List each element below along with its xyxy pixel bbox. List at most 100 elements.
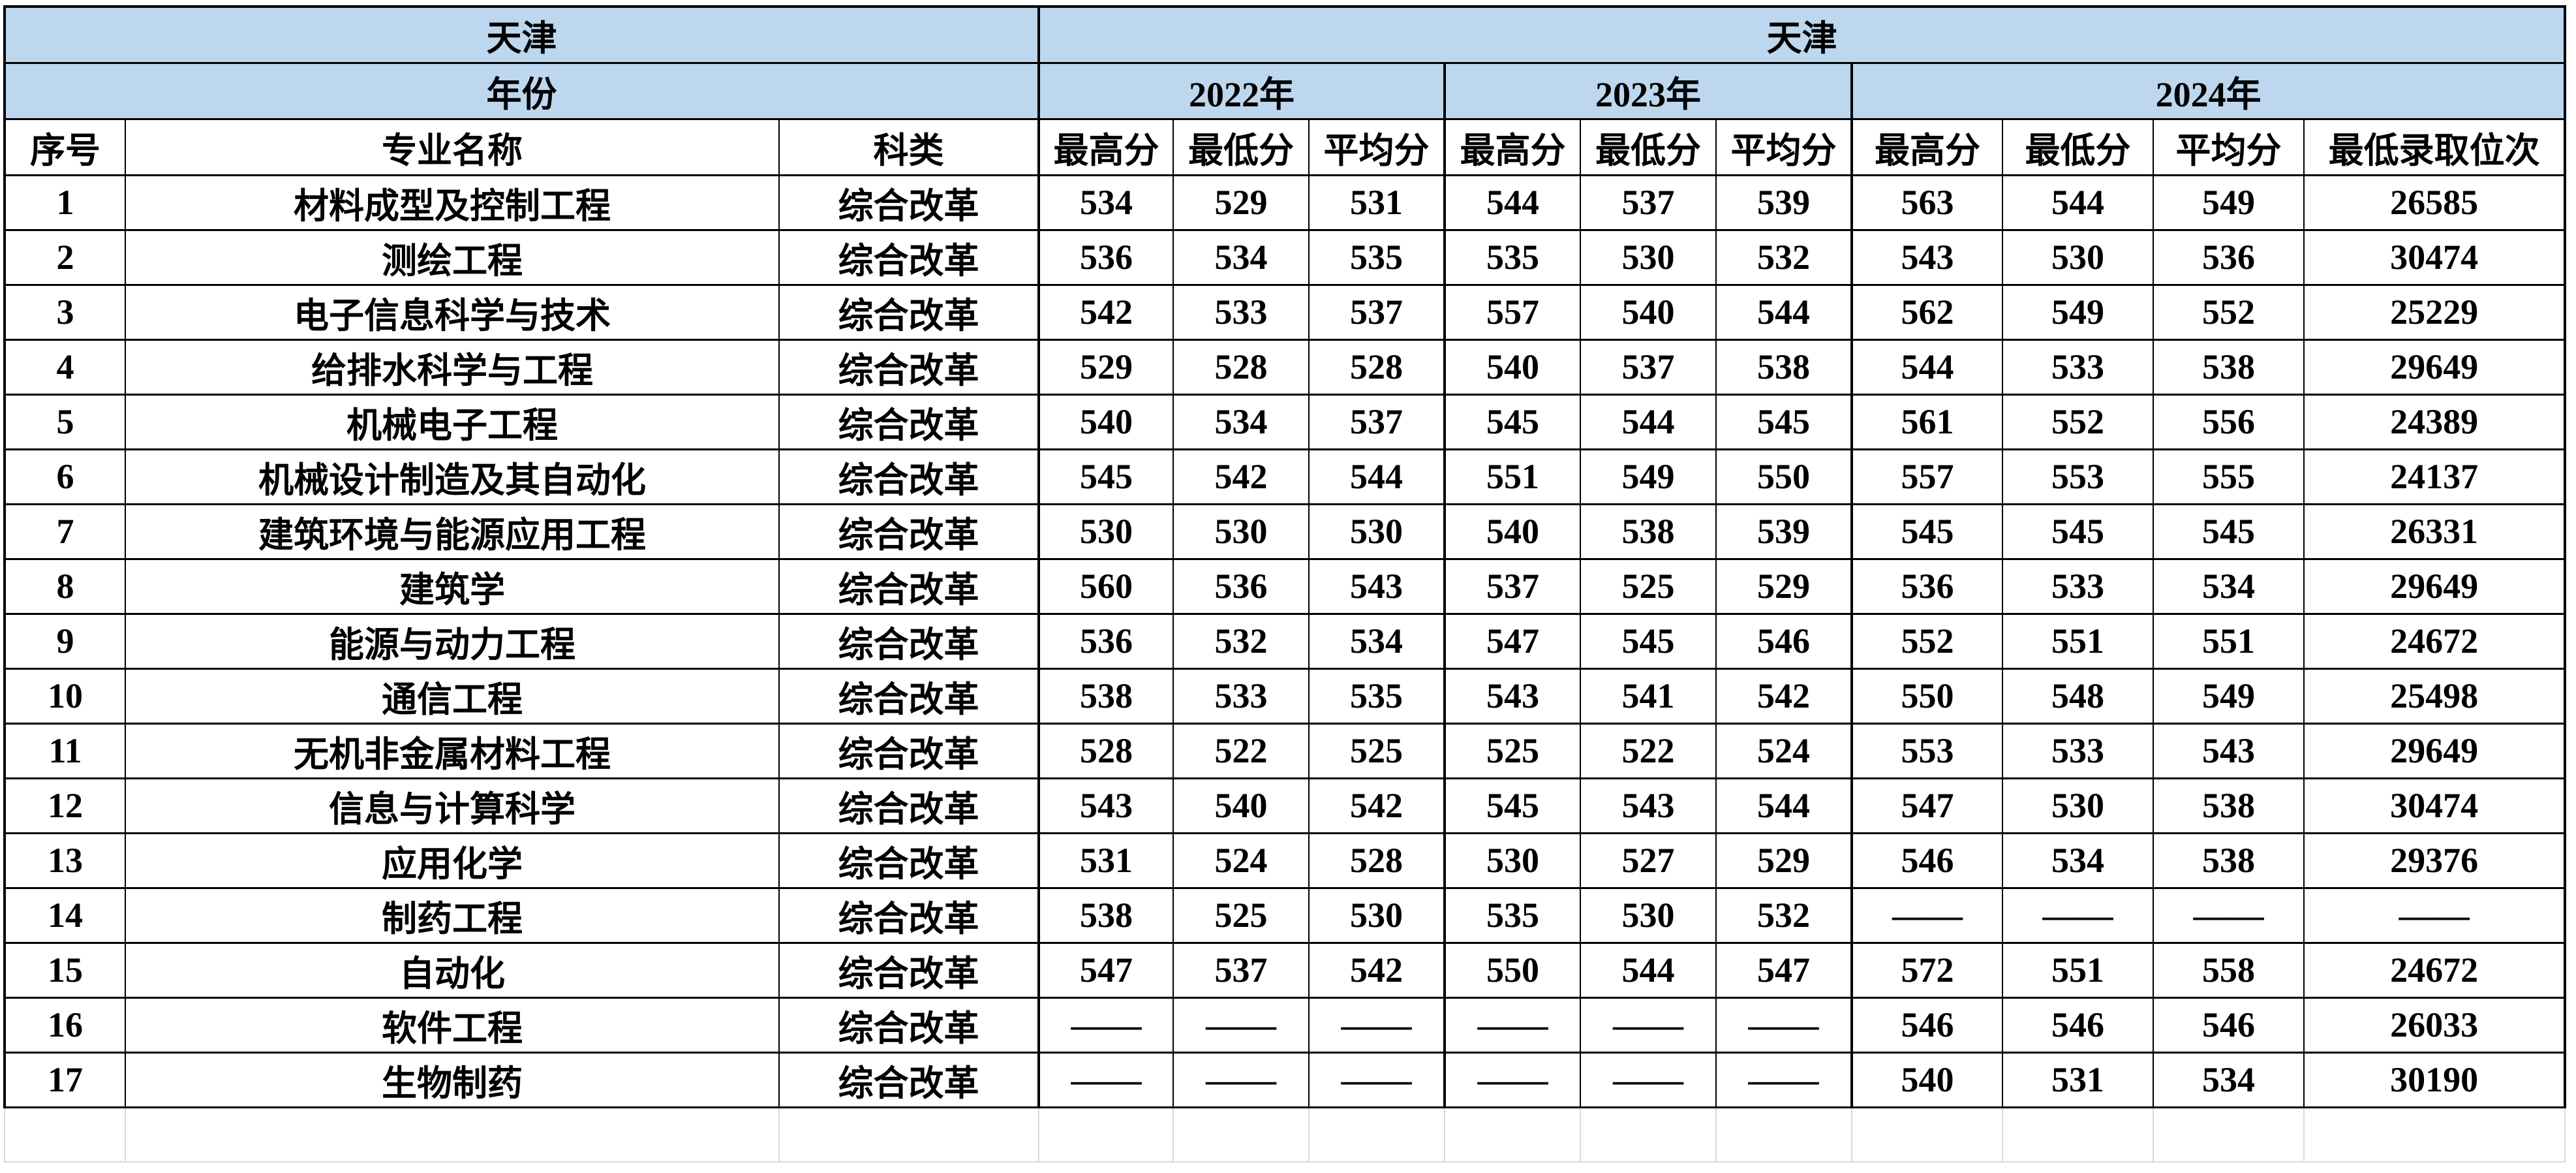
score-2024-min-cell: 544 bbox=[2002, 174, 2154, 230]
subject-category-cell: 综合改革 bbox=[778, 996, 1039, 1052]
avg-2024-col-header: 平均分 bbox=[2153, 117, 2305, 175]
rank-2024-cell: 30474 bbox=[2303, 228, 2567, 285]
score-2022-avg-cell: 537 bbox=[1308, 393, 1445, 449]
rank-2024-cell: 30474 bbox=[2303, 777, 2567, 833]
major-name-cell: 生物制药 bbox=[125, 1051, 779, 1108]
rank-2024-cell: 25229 bbox=[2303, 283, 2567, 339]
score-2022-max-cell: 529 bbox=[1037, 338, 1174, 394]
score-2023-min-cell: —— bbox=[1580, 1051, 1717, 1108]
rank-2024-col-header: 最低录取位次 bbox=[2303, 117, 2567, 175]
score-2024-avg-cell: 545 bbox=[2153, 503, 2305, 559]
region-header-right: 天津 bbox=[1037, 5, 2567, 63]
score-2022-min-cell: —— bbox=[1173, 1051, 1310, 1108]
score-2022-avg-cell: —— bbox=[1308, 1051, 1445, 1108]
score-2023-max-cell: —— bbox=[1443, 1051, 1581, 1108]
score-2024-avg-cell: 534 bbox=[2153, 1051, 2305, 1108]
score-2024-max-cell: 572 bbox=[1850, 941, 2003, 997]
score-2022-max-cell: 560 bbox=[1037, 557, 1174, 614]
score-2022-min-cell: 532 bbox=[1173, 612, 1310, 668]
score-2024-max-cell: 536 bbox=[1850, 557, 2003, 614]
subject-category-cell: 综合改革 bbox=[778, 557, 1039, 614]
subject-category-cell: 综合改革 bbox=[778, 612, 1039, 668]
score-2023-avg-cell: 542 bbox=[1715, 667, 1852, 723]
region-header-row: 天津 天津 bbox=[3, 5, 2567, 63]
major-name-cell: 自动化 bbox=[125, 941, 779, 997]
score-2024-min-cell: 533 bbox=[2002, 722, 2154, 778]
score-2022-avg-cell: 537 bbox=[1308, 283, 1445, 339]
score-2023-avg-cell: —— bbox=[1715, 1051, 1852, 1108]
score-2023-min-cell: 540 bbox=[1580, 283, 1717, 339]
year-2023-cell: 2023年 bbox=[1443, 61, 1852, 119]
score-2022-max-cell: 545 bbox=[1037, 448, 1174, 504]
major-name-cell: 材料成型及控制工程 bbox=[125, 174, 779, 230]
score-2024-avg-cell: 538 bbox=[2153, 832, 2305, 888]
score-2022-min-cell: 525 bbox=[1173, 886, 1310, 943]
empty-cell bbox=[2153, 1107, 2305, 1163]
score-2022-min-cell: 530 bbox=[1173, 503, 1310, 559]
table-row: 7 建筑环境与能源应用工程 综合改革 530 530 530 540 538 539 545 545… bbox=[3, 503, 2567, 559]
major-name-cell: 给排水科学与工程 bbox=[125, 338, 779, 394]
score-2024-max-cell: 540 bbox=[1850, 1051, 2003, 1108]
subject-category-cell: 综合改革 bbox=[778, 503, 1039, 559]
score-2024-avg-cell: 538 bbox=[2153, 777, 2305, 833]
score-2022-avg-cell: 534 bbox=[1308, 612, 1445, 668]
score-2024-avg-cell: 549 bbox=[2153, 667, 2305, 723]
score-2023-min-cell: 538 bbox=[1580, 503, 1717, 559]
score-2022-min-cell: 542 bbox=[1173, 448, 1310, 504]
score-2024-avg-cell: 549 bbox=[2153, 174, 2305, 230]
score-2024-min-cell: 551 bbox=[2002, 612, 2154, 668]
max-2023-col-header: 最高分 bbox=[1443, 117, 1581, 175]
score-2024-max-cell: 546 bbox=[1850, 832, 2003, 888]
major-name-cell: 建筑学 bbox=[125, 557, 779, 614]
score-2023-avg-cell: 544 bbox=[1715, 777, 1852, 833]
rank-2024-cell: 24672 bbox=[2303, 941, 2567, 997]
score-2024-max-cell: 557 bbox=[1850, 448, 2003, 504]
rank-2024-cell: 24137 bbox=[2303, 448, 2567, 504]
table-body: 1 材料成型及控制工程 综合改革 534 529 531 544 537 539 563 544 54… bbox=[3, 174, 2567, 1163]
empty-row bbox=[4, 1107, 2566, 1163]
score-2022-min-cell: 534 bbox=[1173, 228, 1310, 285]
score-2023-avg-cell: —— bbox=[1715, 996, 1852, 1052]
score-2023-min-cell: 537 bbox=[1580, 338, 1717, 394]
row-index-cell: 13 bbox=[3, 832, 125, 888]
score-2022-min-cell: 524 bbox=[1173, 832, 1310, 888]
score-2024-max-cell: —— bbox=[1850, 886, 2003, 943]
major-name-cell: 能源与动力工程 bbox=[125, 612, 779, 668]
rank-2024-cell: 24389 bbox=[2303, 393, 2567, 449]
score-2023-min-cell: 543 bbox=[1580, 777, 1717, 833]
score-2024-max-cell: 543 bbox=[1850, 228, 2003, 285]
table-row: 6 机械设计制造及其自动化 综合改革 545 542 544 551 549 550 557 553… bbox=[3, 448, 2567, 504]
index-col-header: 序号 bbox=[3, 117, 125, 175]
score-2024-max-cell: 550 bbox=[1850, 667, 2003, 723]
score-2023-avg-cell: 529 bbox=[1715, 832, 1852, 888]
score-2024-avg-cell: 552 bbox=[2153, 283, 2305, 339]
score-2024-min-cell: 534 bbox=[2002, 832, 2154, 888]
score-2022-max-cell: 534 bbox=[1037, 174, 1174, 230]
score-2024-avg-cell: 551 bbox=[2153, 612, 2305, 668]
score-2023-avg-cell: 529 bbox=[1715, 557, 1852, 614]
score-2024-min-cell: 549 bbox=[2002, 283, 2154, 339]
empty-cell bbox=[125, 1107, 780, 1163]
score-2023-avg-cell: 532 bbox=[1715, 228, 1852, 285]
row-index-cell: 8 bbox=[3, 557, 125, 614]
empty-cell bbox=[4, 1107, 126, 1163]
major-name-cell: 建筑环境与能源应用工程 bbox=[125, 503, 779, 559]
year-header-row: 年份 2022年 2023年 2024年 bbox=[3, 61, 2567, 119]
empty-cell bbox=[2303, 1107, 2566, 1163]
score-2024-min-cell: 545 bbox=[2002, 503, 2154, 559]
major-name-cell: 制药工程 bbox=[125, 886, 779, 943]
max-2024-col-header: 最高分 bbox=[1850, 117, 2003, 175]
max-2022-col-header: 最高分 bbox=[1037, 117, 1174, 175]
score-2022-min-cell: —— bbox=[1173, 996, 1310, 1052]
empty-cell bbox=[1038, 1107, 1174, 1163]
row-index-cell: 2 bbox=[3, 228, 125, 285]
row-index-cell: 17 bbox=[3, 1051, 125, 1108]
subject-category-cell: 综合改革 bbox=[778, 722, 1039, 778]
table-row: 12 信息与计算科学 综合改革 543 540 542 545 543 544 547 530 538… bbox=[3, 777, 2567, 833]
score-2024-max-cell: 546 bbox=[1850, 996, 2003, 1052]
score-2024-max-cell: 563 bbox=[1850, 174, 2003, 230]
major-name-cell: 应用化学 bbox=[125, 832, 779, 888]
score-2022-max-cell: 538 bbox=[1037, 886, 1174, 943]
major-name-cell: 机械电子工程 bbox=[125, 393, 779, 449]
score-2023-max-cell: 537 bbox=[1443, 557, 1581, 614]
